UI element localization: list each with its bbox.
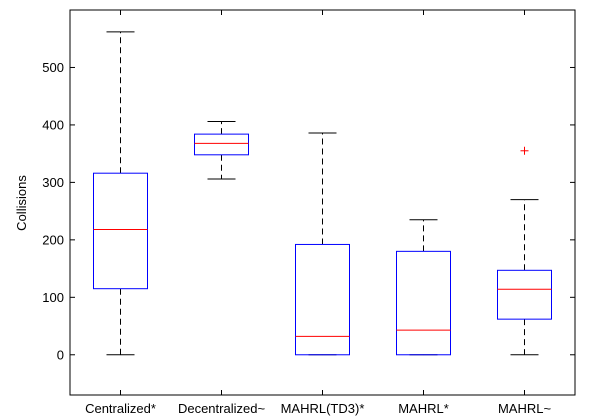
box-group: [295, 132, 350, 356]
box-group: [194, 120, 249, 180]
y-axis-label: Collisions: [14, 175, 29, 231]
x-tick-label: Decentralized~: [178, 401, 265, 416]
boxes: [93, 31, 552, 356]
y-tick-label: 500: [42, 60, 64, 75]
y-tick-label: 200: [42, 232, 64, 247]
y-tick-label: 400: [42, 117, 64, 132]
box-group: [93, 31, 148, 356]
y-tick-label: 0: [57, 347, 64, 362]
x-tick-label: MAHRL~: [498, 401, 552, 416]
box-group: [396, 219, 451, 356]
box: [396, 250, 451, 356]
box: [194, 133, 249, 156]
x-tick-label: MAHRL(TD3)*: [281, 401, 365, 416]
y-tick-label: 100: [42, 290, 64, 305]
box: [295, 243, 350, 356]
y-tick-label: 300: [42, 175, 64, 190]
box: [93, 172, 148, 290]
box: [497, 269, 552, 320]
x-axis: Centralized* Decentralized~ MAHRL(TD3)* MAH…: [85, 10, 551, 416]
x-tick-label: Centralized*: [85, 401, 156, 416]
box-group: [497, 146, 552, 356]
x-tick-label: MAHRL*: [398, 401, 449, 416]
outlier-marker: [520, 146, 529, 155]
y-axis: 0 100 200 300 400 500: [42, 60, 575, 362]
